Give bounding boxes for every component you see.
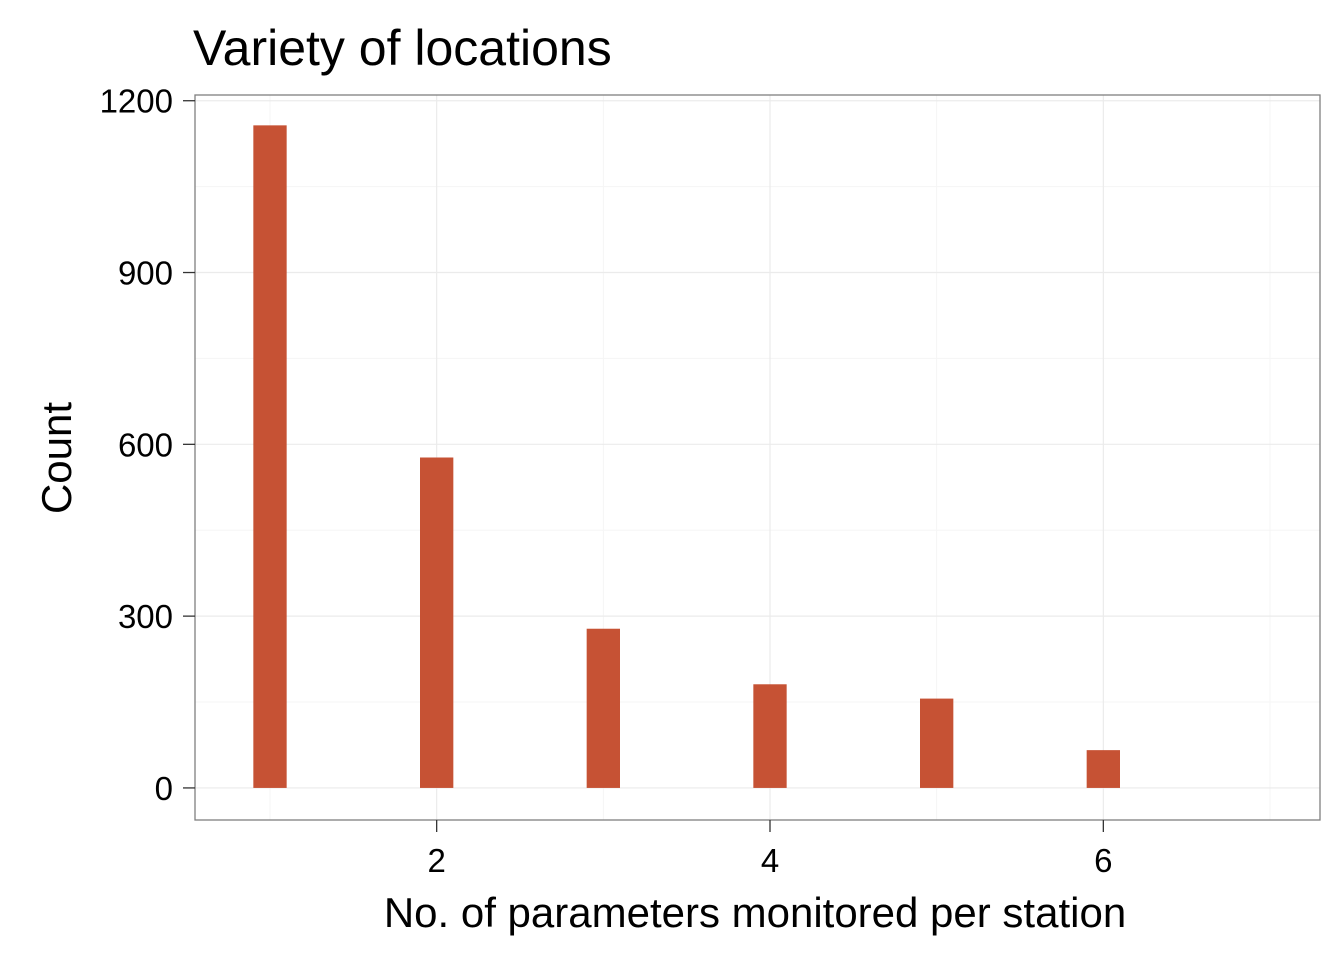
bar-4 xyxy=(753,684,787,788)
bar-5 xyxy=(920,698,954,788)
panel-border xyxy=(194,94,1321,821)
x-tick-label: 4 xyxy=(761,842,779,879)
chart-title: Variety of locations xyxy=(193,20,612,76)
y-tick-label: 1200 xyxy=(100,83,173,120)
x-tick-label: 6 xyxy=(1094,842,1112,879)
y-tick-label: 0 xyxy=(155,770,173,807)
bars-group xyxy=(253,125,1120,788)
x-tick-label: 2 xyxy=(427,842,445,879)
y-axis-ticks: 0 300 600 900 1200 xyxy=(100,83,195,807)
bar-1 xyxy=(253,125,287,788)
y-tick-label: 600 xyxy=(118,426,173,463)
y-axis-label: Count xyxy=(33,402,80,514)
x-axis-label: No. of parameters monitored per station xyxy=(384,889,1126,936)
bar-2 xyxy=(420,457,454,788)
x-axis-ticks: 2 4 6 xyxy=(427,820,1113,879)
y-tick-label: 300 xyxy=(118,598,173,635)
bar-3 xyxy=(586,628,620,788)
bar-6 xyxy=(1086,750,1120,788)
y-tick-label: 900 xyxy=(118,255,173,292)
